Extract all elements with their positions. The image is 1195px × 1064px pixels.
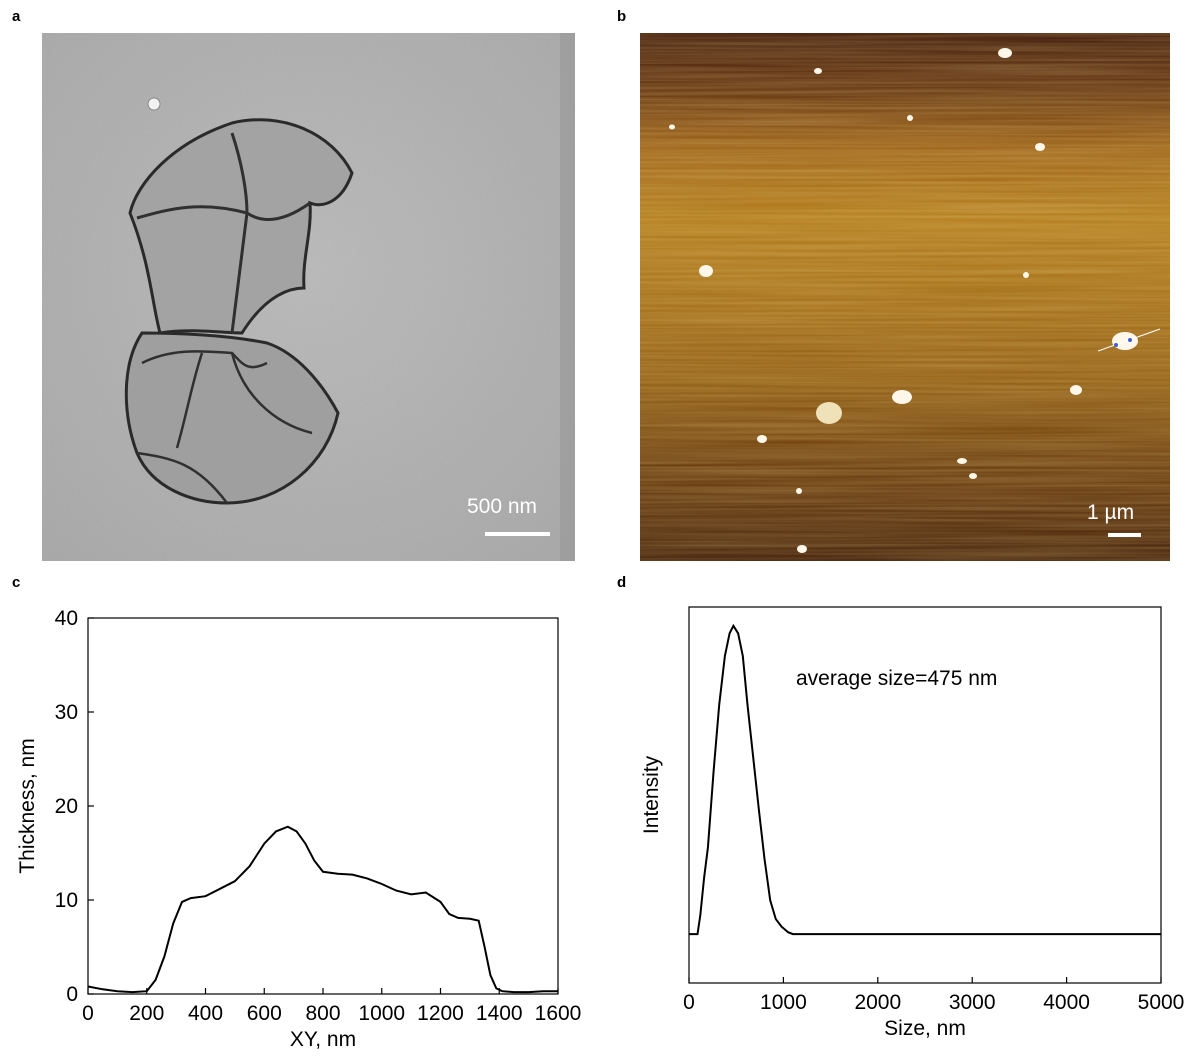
panel-letter-a: a bbox=[12, 8, 21, 25]
scale-bar-a bbox=[485, 532, 550, 536]
x-tick-label: 2000 bbox=[854, 991, 901, 1014]
x-tick-label: 1000 bbox=[358, 1002, 405, 1025]
x-tick-label: 800 bbox=[305, 1002, 340, 1025]
average-size-annotation: average size=475 nm bbox=[796, 667, 997, 690]
plot-frame-d bbox=[688, 606, 1162, 984]
x-tick-label: 1400 bbox=[476, 1002, 523, 1025]
x-tick-label: 400 bbox=[188, 1002, 223, 1025]
x-axis-label-d: Size, nm bbox=[884, 1017, 966, 1040]
y-tick-label: 10 bbox=[55, 889, 78, 912]
y-tick-label: 40 bbox=[55, 607, 78, 630]
x-tick-label: 4000 bbox=[1043, 991, 1090, 1014]
y-axis-label-c: Thickness, nm bbox=[16, 738, 39, 873]
plot-frame-c bbox=[87, 617, 559, 995]
x-tick-label: 5000 bbox=[1138, 991, 1185, 1014]
tem-micrograph: 500 nm bbox=[42, 33, 575, 561]
x-tick-label: 1000 bbox=[760, 991, 807, 1014]
y-tick-label: 0 bbox=[66, 983, 78, 1006]
x-tick-label: 0 bbox=[82, 1002, 94, 1025]
x-tick-label: 0 bbox=[683, 991, 695, 1014]
afm-height-map bbox=[640, 33, 1170, 561]
panel-letter-b: b bbox=[617, 8, 627, 25]
y-axis-label-d: Intensity bbox=[640, 755, 663, 834]
y-tick-label: 30 bbox=[55, 701, 78, 724]
scale-bar-label-b: 1 µm bbox=[1087, 501, 1135, 524]
x-tick-label: 1200 bbox=[417, 1002, 464, 1025]
x-tick-label: 600 bbox=[247, 1002, 282, 1025]
x-axis-label-c: XY, nm bbox=[290, 1028, 356, 1051]
afm-image: 1 µm bbox=[640, 33, 1170, 561]
tem-image bbox=[42, 33, 575, 561]
intensity-series-line bbox=[689, 623, 1161, 936]
panel-letter-c: c bbox=[12, 574, 21, 591]
x-tick-label: 1600 bbox=[535, 1002, 582, 1025]
x-tick-label: 3000 bbox=[949, 991, 996, 1014]
x-tick-label: 200 bbox=[129, 1002, 164, 1025]
size-distribution-chart: 0 1000 2000 3000 4000 5000 average size=475 n… bbox=[640, 606, 1185, 1040]
thickness-series-line bbox=[87, 825, 558, 994]
panel-letter-d: d bbox=[617, 574, 627, 591]
scale-bar-b bbox=[1108, 533, 1141, 537]
y-tick-label: 20 bbox=[55, 795, 78, 818]
thickness-profile-chart: 0 200 400 600 800 1000 1200 1400 1600 010203040 … bbox=[16, 607, 582, 1051]
scale-bar-label-a: 500 nm bbox=[467, 495, 538, 518]
